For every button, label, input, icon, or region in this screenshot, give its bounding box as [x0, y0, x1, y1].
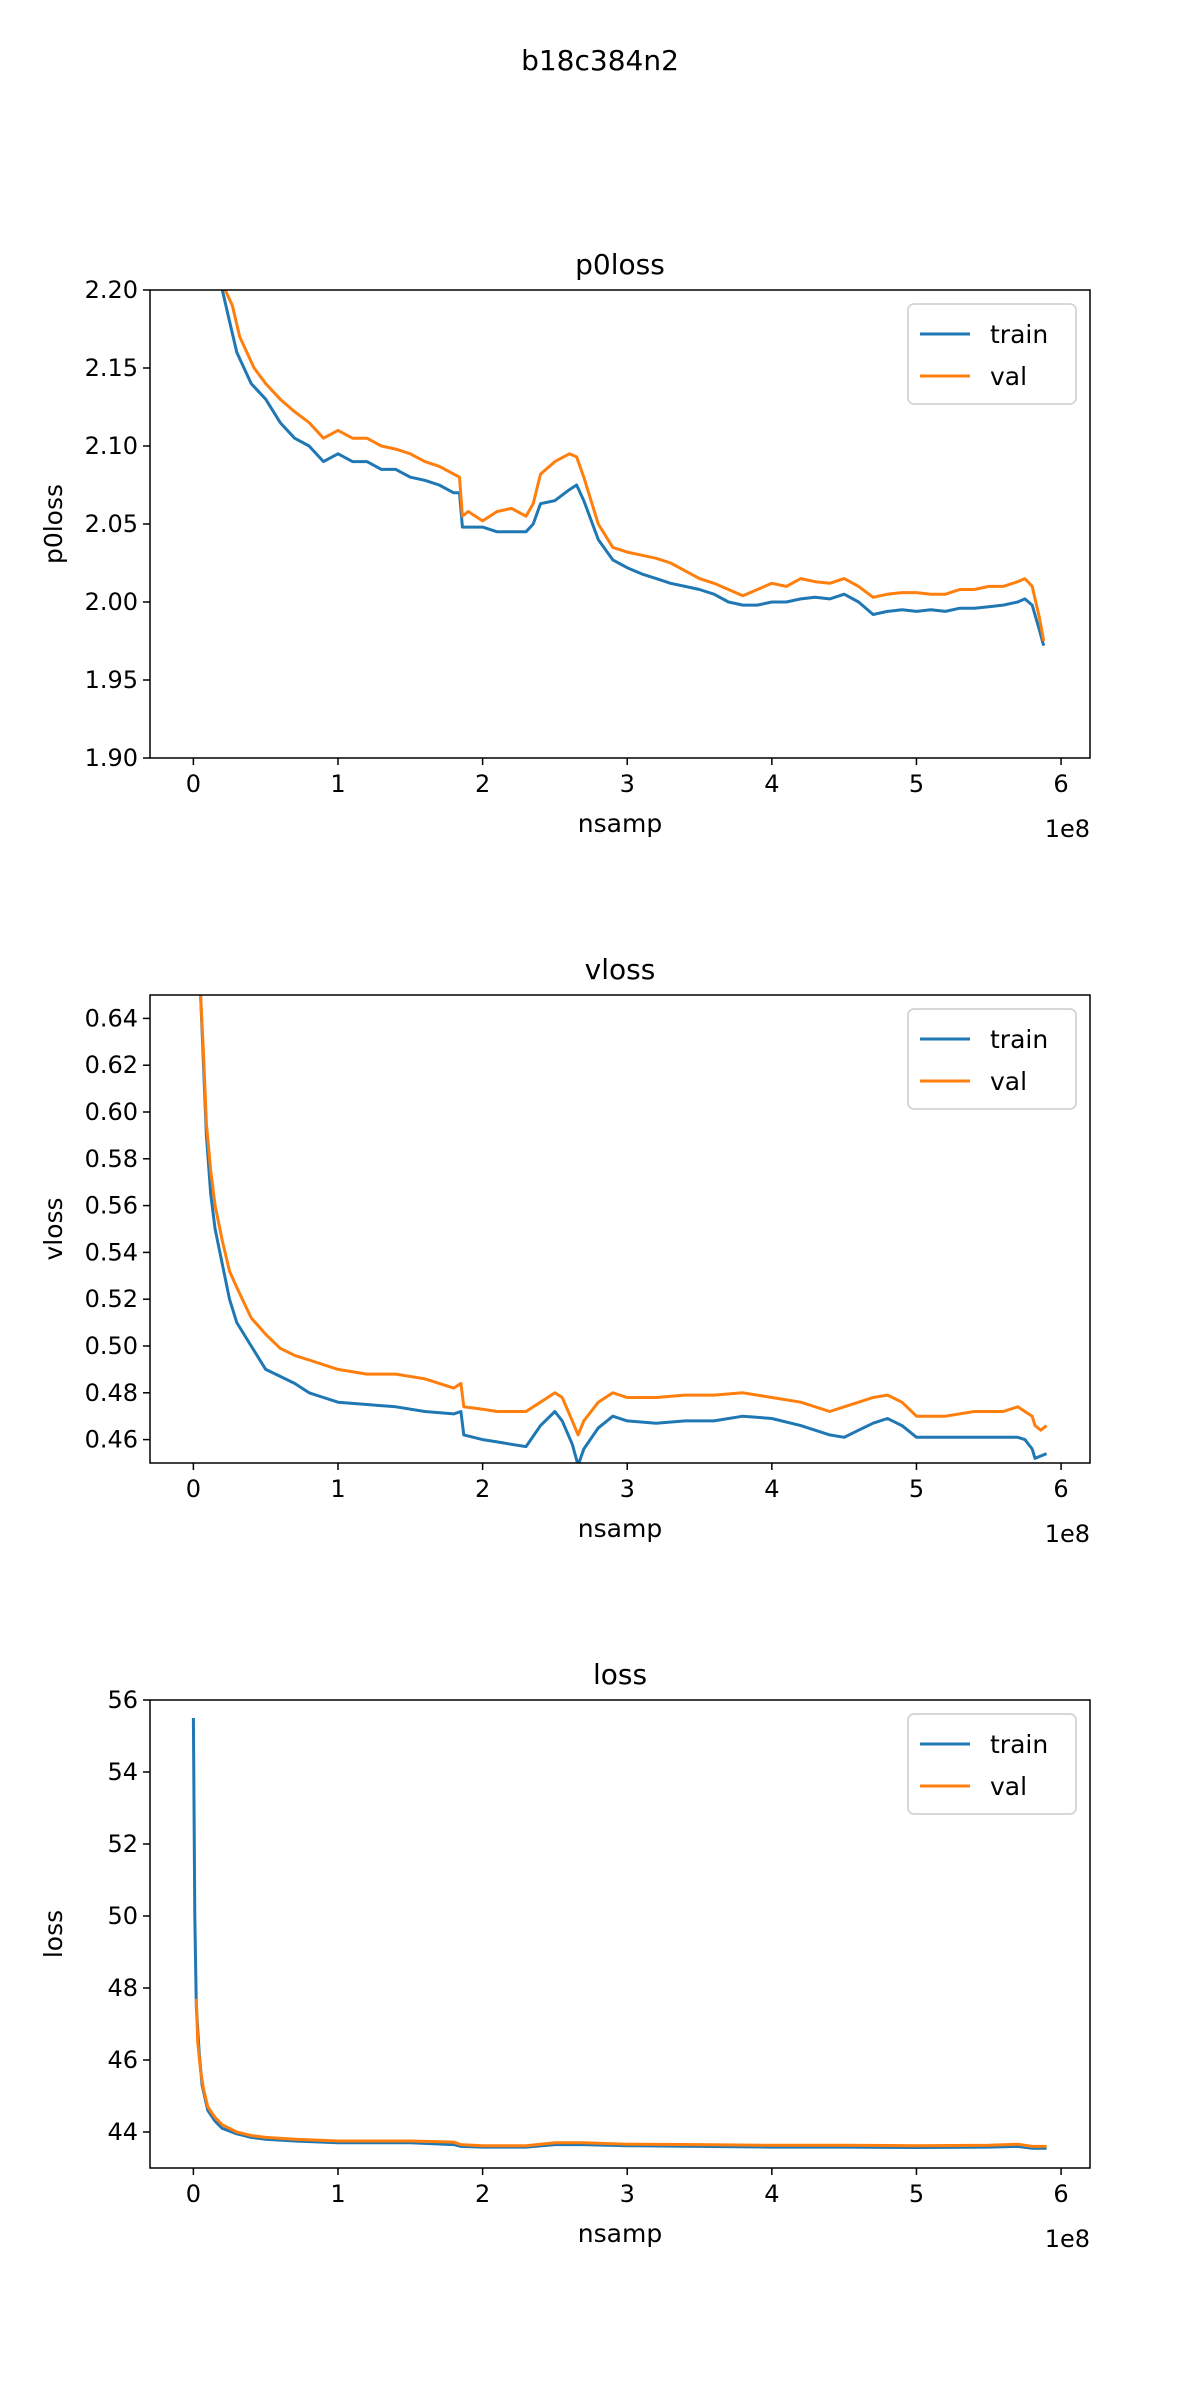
- series-line-train: [220, 290, 1046, 647]
- legend: train val: [907, 1713, 1077, 1815]
- x-offset-label: 1e8: [1045, 2225, 1090, 2253]
- y-tick-label: 0.60: [85, 1098, 138, 1126]
- x-offset-label: 1e8: [1045, 815, 1090, 843]
- y-tick-label: 48: [107, 1974, 138, 2002]
- x-axis-label: nsamp: [578, 1514, 662, 1543]
- x-tick-label: 0: [186, 1475, 201, 1503]
- x-axis-label: nsamp: [578, 2219, 662, 2248]
- y-axis-label: vloss: [39, 1197, 68, 1260]
- y-tick-label: 56: [107, 1686, 138, 1714]
- legend: train val: [907, 303, 1077, 405]
- legend-label-train: train: [990, 320, 1048, 349]
- x-offset-label: 1e8: [1045, 1520, 1090, 1548]
- chart-vloss: vloss 0 1 2 3 4 5 6 0.46 0.48 0.50 0.52 0.54 0.56 0.58…: [39, 953, 1091, 1548]
- y-tick-label: 0.54: [85, 1238, 138, 1266]
- x-tick-label: 4: [764, 2180, 779, 2208]
- legend-label-val: val: [990, 1067, 1027, 1096]
- y-tick-label: 44: [107, 2118, 138, 2146]
- y-tick-label: 2.20: [85, 276, 138, 304]
- y-tick-label: 50: [107, 1902, 138, 1930]
- legend-label-train: train: [990, 1025, 1048, 1054]
- x-tick-label: 2: [475, 2180, 490, 2208]
- x-tick-label: 6: [1053, 770, 1068, 798]
- y-tick-label: 52: [107, 1830, 138, 1858]
- x-tick-label: 1: [330, 2180, 345, 2208]
- y-tick-label: 54: [107, 1758, 138, 1786]
- x-tick-label: 3: [620, 2180, 635, 2208]
- series-line-val: [199, 995, 1048, 1437]
- x-tick-label: 2: [475, 770, 490, 798]
- y-tick-label: 1.95: [85, 666, 138, 694]
- y-tick-label: 0.46: [85, 1426, 138, 1454]
- y-tick-label: 0.64: [85, 1004, 138, 1032]
- legend: train val: [907, 1008, 1077, 1110]
- y-tick-label: 0.62: [85, 1051, 138, 1079]
- legend-label-val: val: [990, 362, 1027, 391]
- x-tick-label: 1: [330, 770, 345, 798]
- x-tick-label: 6: [1053, 2180, 1068, 2208]
- x-tick-label: 0: [186, 2180, 201, 2208]
- y-tick-label: 0.48: [85, 1379, 138, 1407]
- chart-title: loss: [593, 1658, 647, 1691]
- y-tick-label: 0.58: [85, 1145, 138, 1173]
- y-tick-label: 46: [107, 2046, 138, 2074]
- plot-frame: [149, 994, 1091, 1464]
- plot-frame: [149, 1699, 1091, 2169]
- legend-box: [907, 1008, 1077, 1110]
- x-tick-label: 3: [620, 1475, 635, 1503]
- y-tick-label: 2.15: [85, 354, 138, 382]
- y-axis-label: loss: [39, 1910, 68, 1958]
- y-tick-label: 1.90: [85, 744, 138, 772]
- y-tick-label: 0.56: [85, 1192, 138, 1220]
- x-tick-label: 4: [764, 1475, 779, 1503]
- y-tick-label: 2.00: [85, 588, 138, 616]
- x-tick-label: 3: [620, 770, 635, 798]
- y-tick-label: 2.05: [85, 510, 138, 538]
- figure-suptitle: b18c384n2: [521, 44, 679, 77]
- y-tick-label: 2.10: [85, 432, 138, 460]
- legend-box: [907, 1713, 1077, 1815]
- chart-title: p0loss: [575, 248, 665, 281]
- y-tick-label: 0.52: [85, 1285, 138, 1313]
- x-tick-label: 4: [764, 770, 779, 798]
- x-tick-label: 0: [186, 770, 201, 798]
- x-tick-label: 6: [1053, 1475, 1068, 1503]
- x-tick-label: 5: [909, 1475, 924, 1503]
- x-tick-label: 2: [475, 1475, 490, 1503]
- y-axis-label: p0loss: [39, 484, 68, 564]
- series-line-val: [223, 290, 1046, 642]
- x-tick-label: 1: [330, 1475, 345, 1503]
- x-tick-label: 5: [909, 2180, 924, 2208]
- x-tick-label: 5: [909, 770, 924, 798]
- chart-p0loss: p0loss 0 1 2 3 4 5 6 1.90 1.95 2.00 2.05 2.10 2.15 2.2…: [39, 248, 1091, 843]
- legend-label-train: train: [990, 1730, 1048, 1759]
- y-tick-label: 0.50: [85, 1332, 138, 1360]
- legend-label-val: val: [990, 1772, 1027, 1801]
- series-line-train: [199, 995, 1048, 1463]
- x-axis-label: nsamp: [578, 809, 662, 838]
- legend-box: [907, 303, 1077, 405]
- series-line-val: [194, 1998, 1047, 2148]
- chart-title: vloss: [585, 953, 656, 986]
